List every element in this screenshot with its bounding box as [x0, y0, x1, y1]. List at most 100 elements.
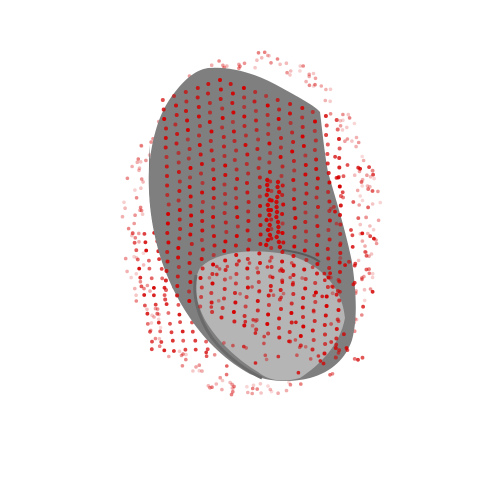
- point-cloud-point: [372, 176, 376, 181]
- point-cloud-point: [188, 270, 193, 275]
- point-cloud-point: [200, 181, 205, 185]
- point-cloud-point: [347, 116, 352, 120]
- point-cloud-point: [350, 139, 354, 143]
- point-cloud-point: [365, 173, 369, 177]
- point-cloud-point: [269, 217, 274, 222]
- point-cloud-point: [256, 280, 261, 284]
- point-cloud-point: [152, 293, 156, 298]
- point-cloud-point: [292, 225, 297, 230]
- point-cloud-point: [328, 373, 332, 377]
- point-cloud-point: [344, 346, 349, 350]
- point-cloud-point: [266, 331, 271, 336]
- point-cloud-point: [291, 263, 296, 268]
- point-cloud-point: [278, 155, 283, 159]
- point-cloud-point: [179, 353, 184, 358]
- point-cloud-point: [208, 385, 212, 390]
- point-cloud-point: [137, 166, 142, 170]
- point-cloud-point: [310, 110, 315, 114]
- point-cloud-point: [243, 143, 248, 147]
- point-cloud-point: [148, 329, 152, 334]
- point-cloud-point: [132, 254, 136, 259]
- point-cloud-point: [189, 242, 194, 246]
- point-cloud-point: [149, 321, 154, 325]
- point-cloud-point: [298, 343, 303, 348]
- point-cloud-point: [141, 251, 146, 255]
- point-cloud-point: [234, 167, 239, 172]
- point-cloud-point: [250, 285, 254, 289]
- point-cloud-point: [204, 354, 209, 359]
- point-cloud-point: [292, 235, 297, 239]
- point-cloud-point: [275, 98, 280, 102]
- point-cloud-point: [244, 295, 249, 299]
- point-cloud-point: [265, 103, 270, 108]
- point-cloud-point: [244, 162, 249, 166]
- point-cloud-point: [257, 289, 262, 293]
- point-cloud-point: [206, 384, 211, 388]
- point-cloud-point: [376, 218, 381, 223]
- point-cloud-point: [258, 204, 263, 208]
- point-cloud-point: [176, 160, 181, 165]
- point-cloud-point: [268, 259, 272, 263]
- point-cloud-point: [364, 253, 369, 258]
- point-cloud-point: [184, 109, 188, 113]
- point-cloud-point: [196, 114, 201, 119]
- point-cloud-point: [332, 205, 336, 209]
- point-cloud-point: [303, 239, 308, 243]
- point-cloud-point: [165, 250, 170, 254]
- point-cloud-point: [211, 205, 216, 210]
- point-cloud-point: [314, 157, 319, 162]
- point-cloud-point: [120, 214, 125, 219]
- point-cloud-point: [200, 369, 204, 373]
- point-cloud-point: [275, 57, 280, 61]
- point-cloud-point: [256, 51, 261, 55]
- point-cloud-point: [303, 277, 308, 281]
- point-cloud-point: [360, 184, 365, 188]
- point-cloud-point: [365, 184, 370, 188]
- point-cloud-point: [188, 204, 193, 208]
- point-cloud-point: [267, 160, 272, 165]
- point-cloud-point: [271, 293, 276, 298]
- point-cloud-point: [266, 207, 271, 213]
- point-cloud-point: [328, 99, 333, 104]
- point-cloud-point: [233, 300, 238, 305]
- point-cloud-point: [223, 220, 228, 225]
- point-cloud-point: [274, 214, 279, 220]
- point-cloud-point: [242, 95, 247, 100]
- point-cloud-point: [193, 347, 198, 352]
- point-cloud-point: [234, 234, 239, 238]
- point-cloud-point: [334, 327, 339, 331]
- point-cloud-point: [327, 180, 332, 185]
- point-cloud-point: [338, 256, 343, 260]
- point-cloud-point: [257, 175, 262, 180]
- point-cloud-point: [160, 276, 165, 281]
- point-cloud-point: [324, 123, 329, 128]
- point-cloud-point: [222, 182, 227, 187]
- point-cloud-point: [280, 164, 285, 169]
- point-cloud-point: [341, 118, 345, 123]
- point-cloud-point: [153, 306, 158, 311]
- point-cloud-point: [336, 175, 341, 180]
- point-cloud-point: [280, 259, 285, 264]
- point-cloud-point: [329, 340, 334, 344]
- point-cloud-point: [211, 158, 216, 162]
- point-cloud-point: [277, 335, 282, 340]
- point-cloud-point: [234, 148, 239, 153]
- point-cloud-point: [218, 375, 222, 380]
- point-cloud-point: [211, 253, 216, 257]
- point-cloud-point: [303, 201, 308, 205]
- point-cloud-point: [143, 240, 148, 245]
- point-cloud-point: [269, 189, 274, 193]
- point-cloud-point: [300, 276, 305, 280]
- point-cloud-point: [242, 344, 246, 349]
- point-cloud-point: [145, 322, 150, 326]
- point-cloud-point: [187, 185, 192, 189]
- point-cloud-point: [277, 244, 283, 250]
- point-cloud-point: [329, 206, 333, 211]
- point-cloud-point: [245, 228, 250, 233]
- point-cloud-point: [262, 334, 267, 339]
- point-cloud-point: [315, 262, 320, 266]
- point-cloud-point: [300, 106, 305, 110]
- point-cloud-point: [135, 160, 140, 164]
- point-cloud-point: [298, 64, 303, 68]
- point-cloud-point: [246, 247, 251, 252]
